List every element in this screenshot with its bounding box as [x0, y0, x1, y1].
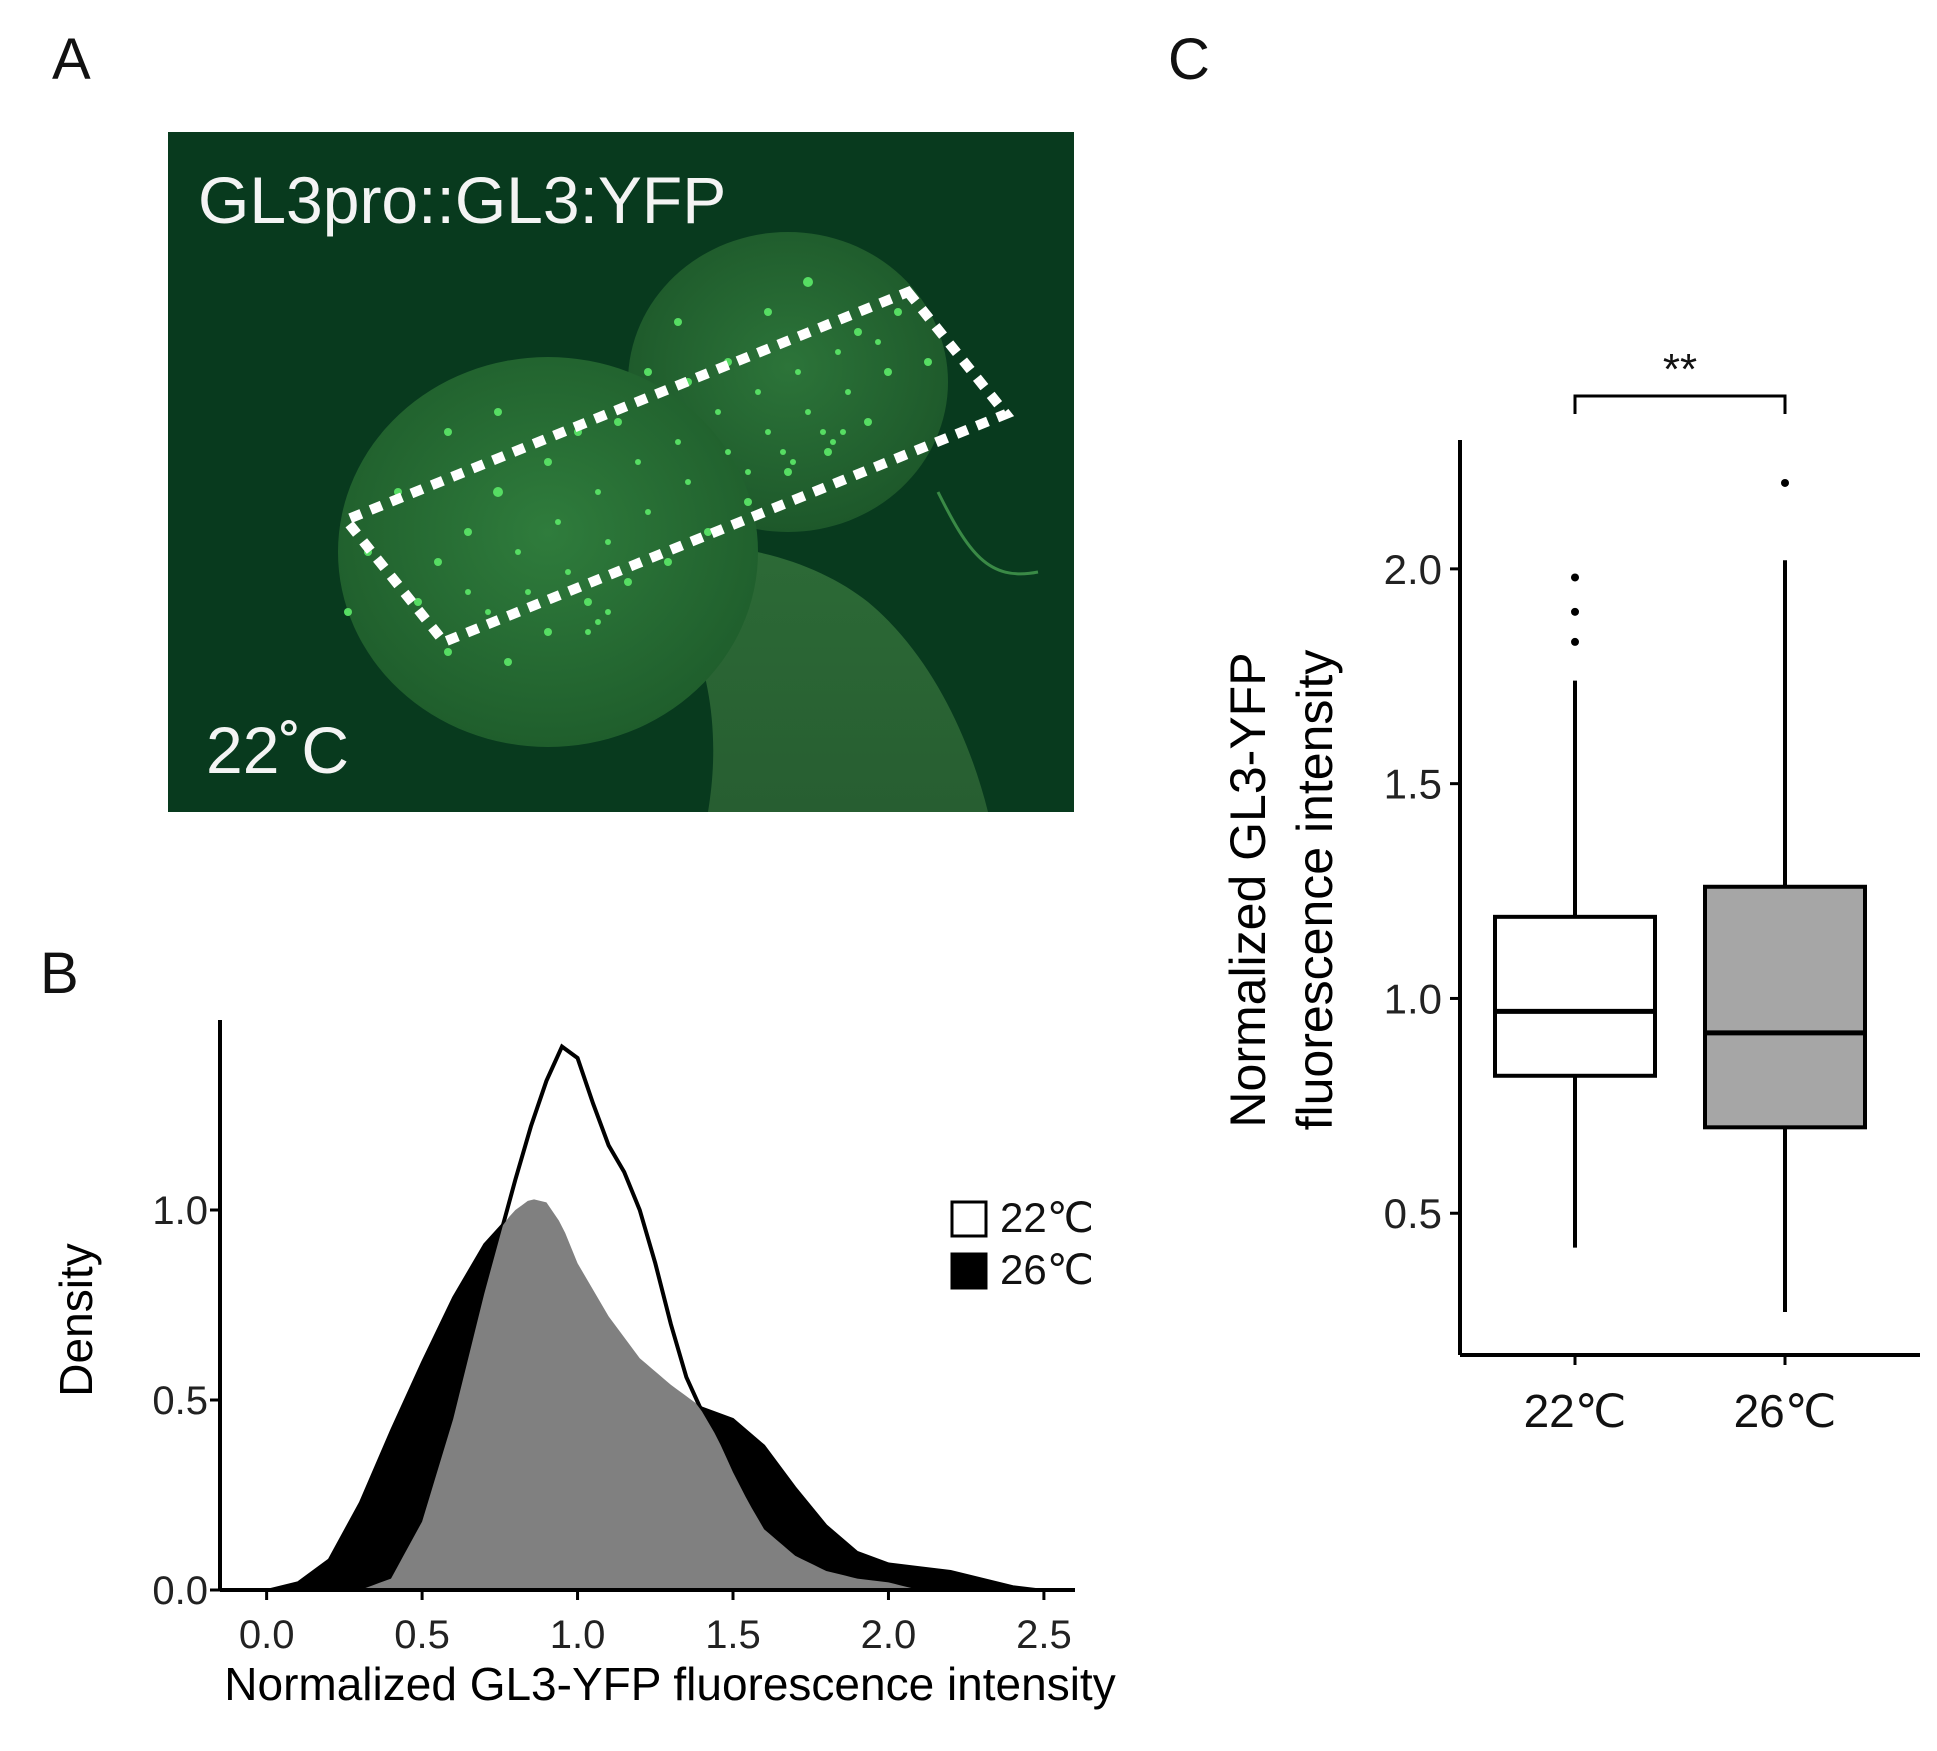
box-y-axis-label-line1: Normalized GL3-YFP	[1220, 652, 1276, 1127]
panel-letter-b: B	[40, 941, 79, 1006]
box-outlier-point	[1571, 637, 1579, 646]
legend-swatch	[950, 1200, 988, 1238]
legend-swatch	[950, 1252, 988, 1290]
micrograph-image: GL3pro::GL3:YFP 22˚C	[168, 132, 1074, 812]
legend-label: 22℃	[1000, 1194, 1094, 1241]
temperature-label: 22˚C	[206, 713, 350, 787]
panel-letter-c: C	[1168, 27, 1210, 92]
significance-bracket	[1573, 394, 1787, 414]
density-y-axis-label: Density	[50, 1243, 102, 1396]
nuclei-dots	[344, 277, 932, 666]
density-y-tick-label: 0.0	[152, 1569, 208, 1613]
box-y-tick-label: 2.0	[1384, 546, 1442, 593]
tissue-outline	[936, 491, 1039, 576]
density-overlap-area	[266, 1199, 1038, 1590]
box-y-tick-label: 1.5	[1384, 761, 1442, 808]
density-x-tick-label: 1.0	[550, 1613, 606, 1657]
density-x-tick-label: 1.5	[705, 1613, 761, 1657]
box-y-tick-label: 0.5	[1384, 1190, 1442, 1237]
density-y-tick-label: 1.0	[152, 1189, 208, 1233]
panel-letter-a: A	[52, 27, 91, 92]
density-x-tick-label: 0.0	[239, 1613, 295, 1657]
left-leaf-shape	[338, 357, 758, 747]
micrograph-drawing	[337, 232, 1039, 812]
density-chart: 0.0 0.5 1.0 1.5 2.0 2.5 0.0 0.5 1.0 Normalized G…	[50, 1020, 1116, 1710]
significance-label: **	[1663, 345, 1697, 394]
density-x-tick-label: 0.5	[394, 1613, 450, 1657]
box-x-tick-label: 22℃	[1524, 1385, 1627, 1437]
legend-label: 26℃	[1000, 1246, 1094, 1293]
box-x-tick-label: 26℃	[1734, 1385, 1837, 1437]
box-outlier-point	[1571, 607, 1579, 616]
box-plot-chart: 0.5 1.0 1.5 2.0 22℃ 26℃ ** Normalized GL3-YFP…	[1220, 345, 1920, 1437]
density-y-tick-label: 0.5	[152, 1379, 208, 1423]
construct-label: GL3pro::GL3:YFP	[198, 163, 727, 237]
box-y-tick-label: 1.0	[1384, 975, 1442, 1022]
density-x-tick-label: 2.0	[861, 1613, 917, 1657]
box-iqr-1	[1703, 884, 1867, 1130]
density-x-axis-label: Normalized GL3-YFP fluorescence intensit…	[224, 1658, 1115, 1710]
density-x-tick-label: 2.5	[1016, 1613, 1072, 1657]
box-outlier-point	[1781, 478, 1789, 487]
box-iqr-0	[1493, 914, 1657, 1078]
box-outlier-point	[1571, 573, 1579, 582]
box-y-axis-label-line2: fluorescence intensity	[1287, 650, 1343, 1131]
